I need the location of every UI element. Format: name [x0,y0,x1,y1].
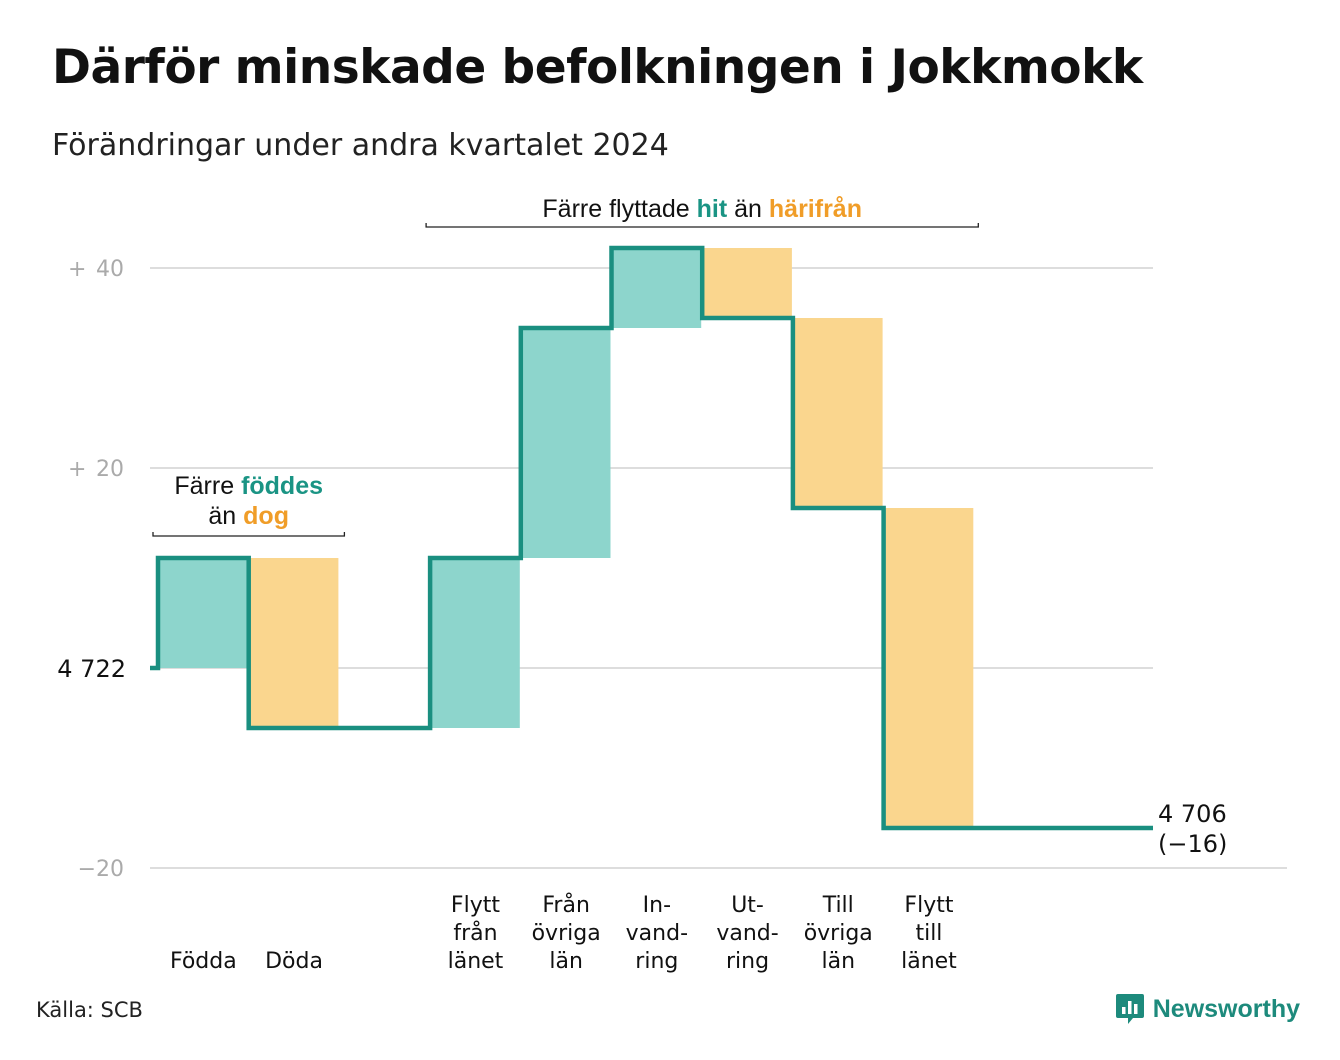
y-tick-label: 20 [96,457,124,482]
category-label: länet [448,949,504,974]
waterfall-bar [611,248,702,328]
category-label: övriga [804,921,873,946]
newsworthy-logo-icon [1115,994,1144,1024]
annotation-plain-text: än [727,195,769,223]
waterfall-bar [702,248,792,318]
waterfall-bar [248,558,339,728]
waterfall-bar [883,508,974,828]
chart-subtitle: Förändringar under andra kvartalet 2024 [52,128,669,163]
annotation-hit-text: hit [697,195,728,223]
category-label: län [821,949,855,974]
cumulative-step-line [150,245,1153,831]
category-label: från [453,920,497,946]
brand-logo: Newsworthy [1115,992,1300,1026]
annotation-bracket-births [152,532,346,537]
category-label: Till [822,893,854,918]
end-change-label: (−16) [1158,830,1227,858]
annotation-migration: Färre flyttade hit än härifrån [542,195,862,223]
category-label: Flytt [904,893,953,918]
category-label: övriga [532,921,601,946]
category-label: ring [635,949,678,974]
category-label: ring [726,949,769,974]
waterfall-bar [158,558,248,668]
annotation-births-line1: Färre föddes [174,472,323,500]
annotation-plain-text: Färre flyttade [542,195,696,223]
category-label: länet [901,949,957,974]
category-label: Ut- [731,893,764,918]
y-tick-label: 40 [96,257,124,282]
category-label: In- [643,893,671,918]
category-label: vand- [626,921,688,946]
category-label: Döda [265,949,323,974]
annotation-bracket-migration [425,223,979,228]
brand-name: Newsworthy [1152,994,1300,1023]
waterfall-bar [430,558,520,728]
annotation-hit-text: föddes [241,472,323,500]
category-label: län [549,949,583,974]
waterfall-bar [520,328,611,558]
category-label: vand- [716,921,778,946]
annotation-plain-text: än [208,502,243,530]
category-label: Flytt [451,893,500,918]
category-label: Från [542,892,590,918]
end-value-label: 4 706 [1158,800,1227,828]
category-label: Födda [170,949,237,974]
y-tick-sign: + [68,257,86,282]
annotation-plain-text: Färre [174,472,241,500]
y-tick-label: −20 [78,857,124,882]
category-label: till [915,921,942,946]
y-tick-sign: + [68,457,86,482]
annotation-away-text: dog [243,502,289,530]
annotation-births-line2: än dog [208,502,289,530]
y-tick-label: 4 722 [57,655,126,683]
annotation-away-text: härifrån [769,195,862,223]
source-note: Källa: SCB [36,998,143,1022]
waterfall-bar [792,318,883,508]
chart-title: Därför minskade befolkningen i Jokkmokk [52,40,1143,95]
